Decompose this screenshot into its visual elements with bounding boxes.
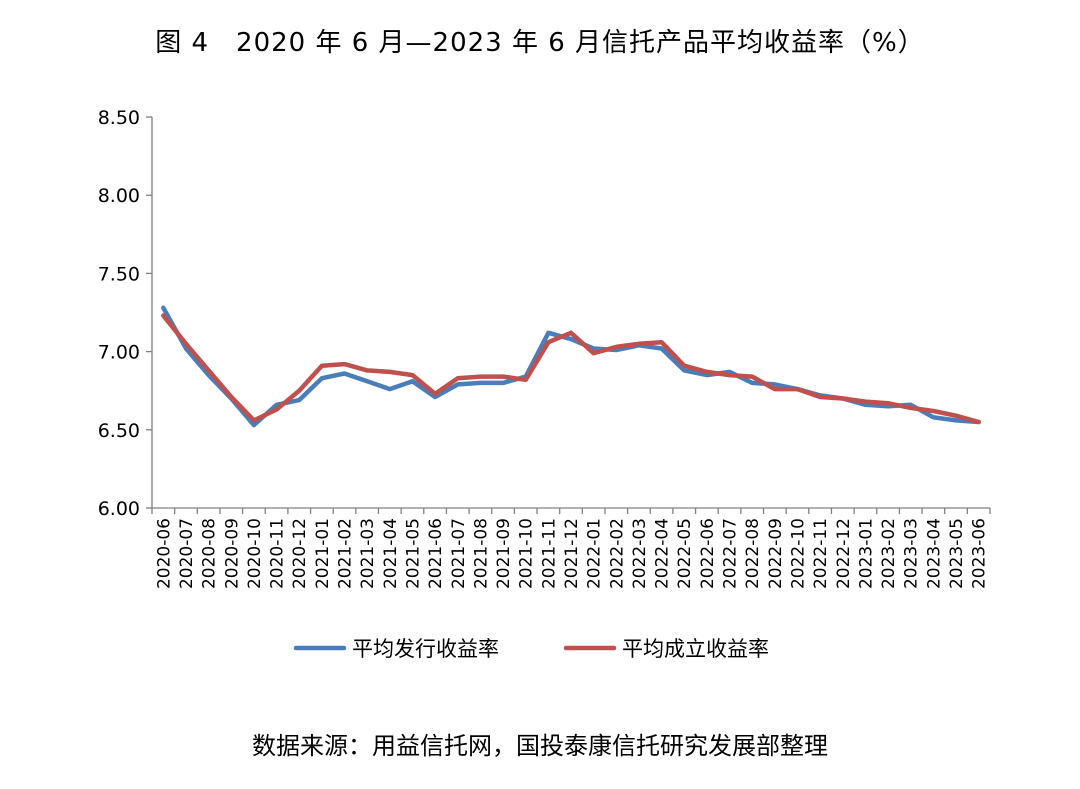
- x-tick-label: 2021-06: [426, 518, 446, 589]
- x-tick-label: 2022-09: [766, 518, 786, 589]
- x-tick-label: 2020-11: [268, 518, 288, 589]
- x-tick-label: 2020-10: [245, 518, 265, 589]
- x-tick-label: 2020-06: [154, 518, 174, 589]
- x-tick-label: 2022-12: [834, 518, 854, 589]
- x-tick-label: 2023-01: [856, 518, 876, 589]
- x-tick-label: 2022-05: [675, 518, 695, 589]
- x-axis: 2020-06 2020-07 2020-08 2020-09 2020-10 2020-…: [151, 507, 991, 589]
- data-source-note: 数据来源：用益信托网，国投泰康信托研究发展部整理: [252, 732, 828, 760]
- x-tick-label: 2022-01: [585, 518, 605, 589]
- series-line-established-yield: [161, 313, 981, 425]
- x-tick-label: 2021-11: [539, 518, 559, 589]
- x-tick-label: 2022-06: [698, 518, 718, 589]
- x-tick-label: 2022-02: [607, 518, 627, 589]
- y-tick-label: 6.00: [98, 498, 140, 520]
- x-tick-label: 2021-08: [471, 518, 491, 589]
- x-tick-label: 2023-02: [879, 518, 899, 589]
- x-tick-label: 2021-04: [381, 518, 401, 589]
- y-tick-label: 8.50: [98, 107, 140, 129]
- x-tick-label: 2021-10: [517, 518, 537, 589]
- x-tick-label: 2022-11: [811, 518, 831, 589]
- x-tick-label: 2022-08: [743, 518, 763, 589]
- x-tick-label: 2023-05: [947, 518, 967, 589]
- x-tick-label: 2023-06: [970, 518, 990, 589]
- legend-label: 平均发行收益率: [352, 637, 499, 661]
- y-tick-label: 7.00: [98, 342, 140, 364]
- x-tick-label: 2021-01: [313, 518, 333, 589]
- y-axis: 6.00 6.50 7.00 7.50 8.00 8.50: [98, 107, 153, 520]
- series-line-issue-yield: [161, 305, 981, 428]
- x-tick-label: 2022-10: [788, 518, 808, 589]
- x-tick-label: 2021-03: [358, 518, 378, 589]
- x-tick-label: 2022-07: [721, 518, 741, 589]
- x-tick-label: 2020-09: [222, 518, 242, 589]
- x-tick-label: 2020-12: [290, 518, 310, 589]
- chart-title: 图 4 2020 年 6 月—2023 年 6 月信托产品平均收益率（%）: [155, 28, 925, 58]
- y-tick-label: 7.50: [98, 263, 140, 285]
- legend: 平均发行收益率 平均成立收益率: [293, 637, 769, 661]
- x-tick-label: 2021-02: [336, 518, 356, 589]
- x-tick-label: 2023-04: [924, 518, 944, 589]
- x-tick-label: 2022-04: [653, 518, 673, 589]
- y-tick-label: 6.50: [98, 420, 140, 442]
- x-tick-label: 2023-03: [902, 518, 922, 589]
- x-tick-label: 2020-08: [200, 518, 220, 589]
- x-tick-label: 2021-09: [494, 518, 514, 589]
- series-lines: [161, 305, 981, 428]
- x-tick-label: 2021-07: [449, 518, 469, 589]
- legend-label: 平均成立收益率: [622, 637, 769, 661]
- y-tick-label: 8.00: [98, 185, 140, 207]
- x-tick-label: 2021-12: [562, 518, 582, 589]
- x-tick-label: 2022-03: [630, 518, 650, 589]
- x-tick-label: 2021-05: [403, 518, 423, 589]
- x-tick-label: 2020-07: [177, 518, 197, 589]
